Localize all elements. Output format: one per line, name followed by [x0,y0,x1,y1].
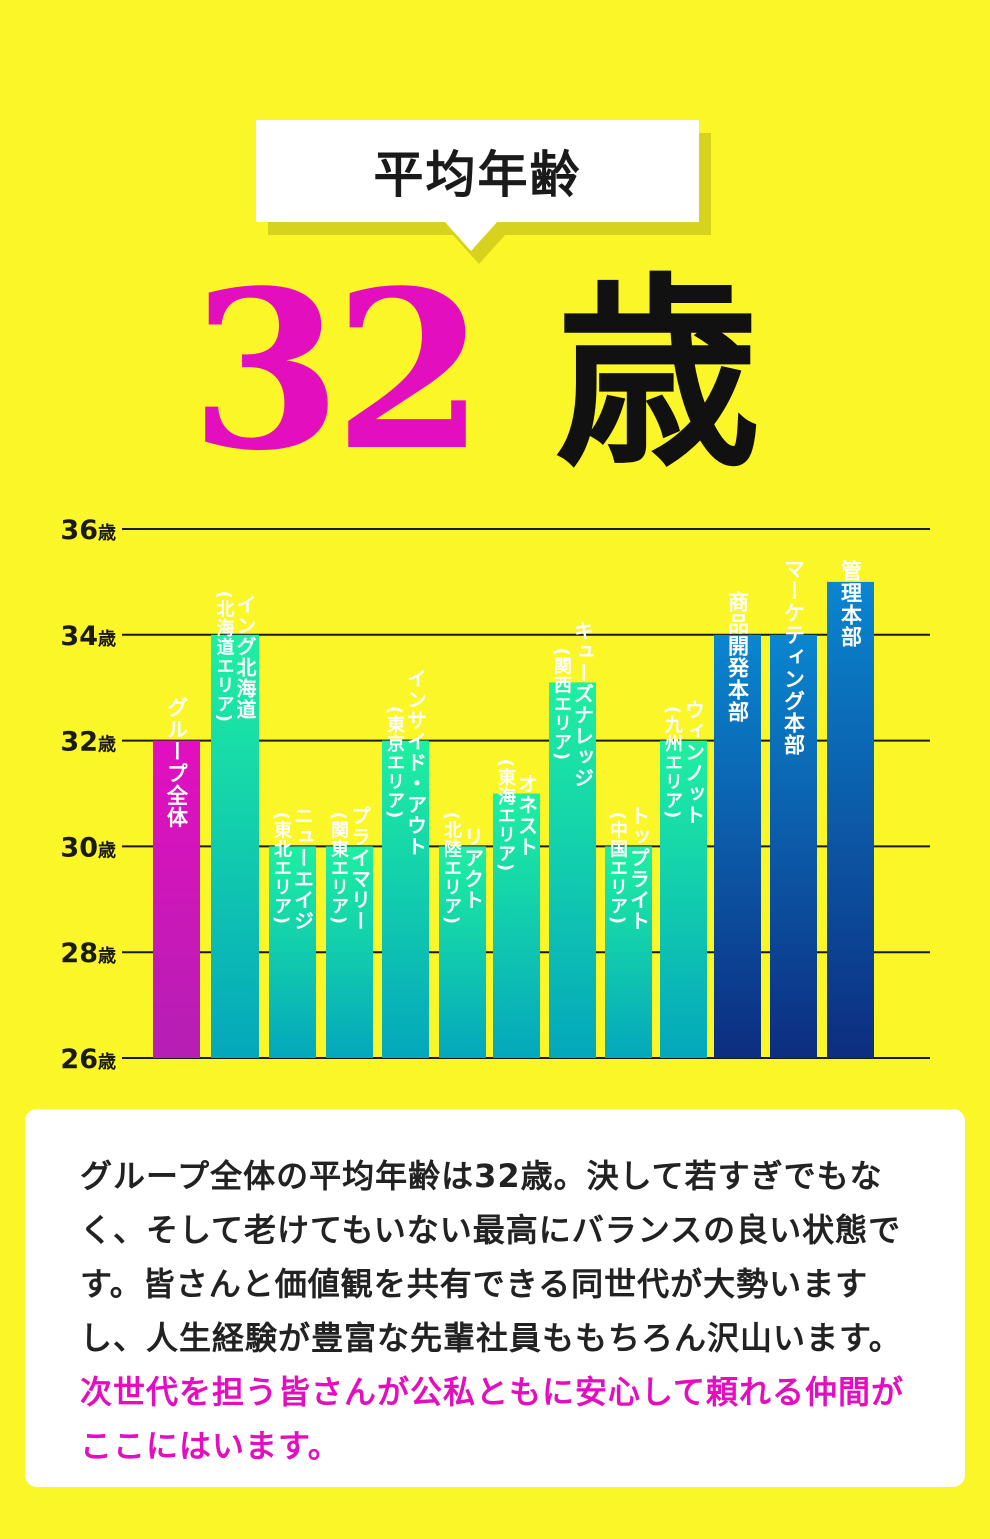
average-age-unit: 歳 [555,255,760,495]
bar-sublabel: (中国エリア) [607,812,628,925]
bar-label: リアクト [461,826,485,910]
headline: 平均年齢 32 歳 [0,0,990,520]
bar-label: イング北海道 [233,594,257,720]
bar [382,740,429,1058]
bar-sublabel: (九州エリア) [662,706,684,819]
description-card: グループ全体の平均年齢は32歳。決して若すぎでもなく、そして老けてもいない最高に… [25,1109,965,1487]
description-text: グループ全体の平均年齢は32歳。決して若すぎでもなく、そして老けてもいない最高に… [80,1149,910,1473]
title-bubble-tail [444,221,498,251]
bar-sublabel: (東北エリア) [271,812,292,925]
bar-label: ウィンノット [682,699,706,825]
y-tick-label: 32歳 [60,727,116,758]
description-highlight: 次世代を担う皆さんが公私ともに安心して頼れる仲間がここにはいます。 [80,1373,905,1465]
bar [493,793,540,1058]
title-bubble: 平均年齢 [256,120,699,222]
bar-label: 商品開発本部 [726,590,751,723]
bar-label: トップライト [627,805,651,931]
page-title: 平均年齢 [373,146,582,204]
bar [326,846,373,1058]
y-tick-label: 30歳 [60,832,116,863]
bar-sublabel: (北海道エリア) [214,591,235,723]
bar-sublabel: (関東エリア) [328,812,349,925]
bar [714,634,761,1058]
bar-label: グループ全体 [165,697,190,829]
bar-sublabel: (東京エリア) [384,706,405,819]
bar [439,846,486,1058]
bar [605,846,652,1058]
bar-label: オネスト [515,774,539,858]
y-tick-label: 36歳 [60,515,116,546]
description-body: グループ全体の平均年齢は32歳。決して若すぎでもなく、そして老けてもいない最高に… [80,1157,902,1357]
bar-label: マーケティング本部 [782,558,806,756]
bar [211,634,259,1058]
bar-label: キューズナレッジ [571,620,595,788]
average-age-value: 32 [190,243,485,499]
bar-label: 管理本部 [839,559,863,648]
bar [153,740,200,1058]
bar [660,740,707,1058]
bar [269,846,316,1058]
y-tick-label: 26歳 [60,1044,116,1075]
bar-sublabel: (東海エリア) [495,759,516,872]
bar [549,682,596,1058]
bar-label: インサイド・アウト [404,668,428,857]
y-tick-label: 34歳 [60,621,116,652]
bar [770,634,817,1058]
bar [827,581,874,1058]
y-tick-label: 28歳 [60,938,116,969]
bar-label: プライマリー [348,805,372,931]
bar-sublabel: (関西エリア) [551,648,572,761]
bar-sublabel: (北陸エリア) [441,812,462,925]
bar-label: ニューエイジ [291,805,315,931]
